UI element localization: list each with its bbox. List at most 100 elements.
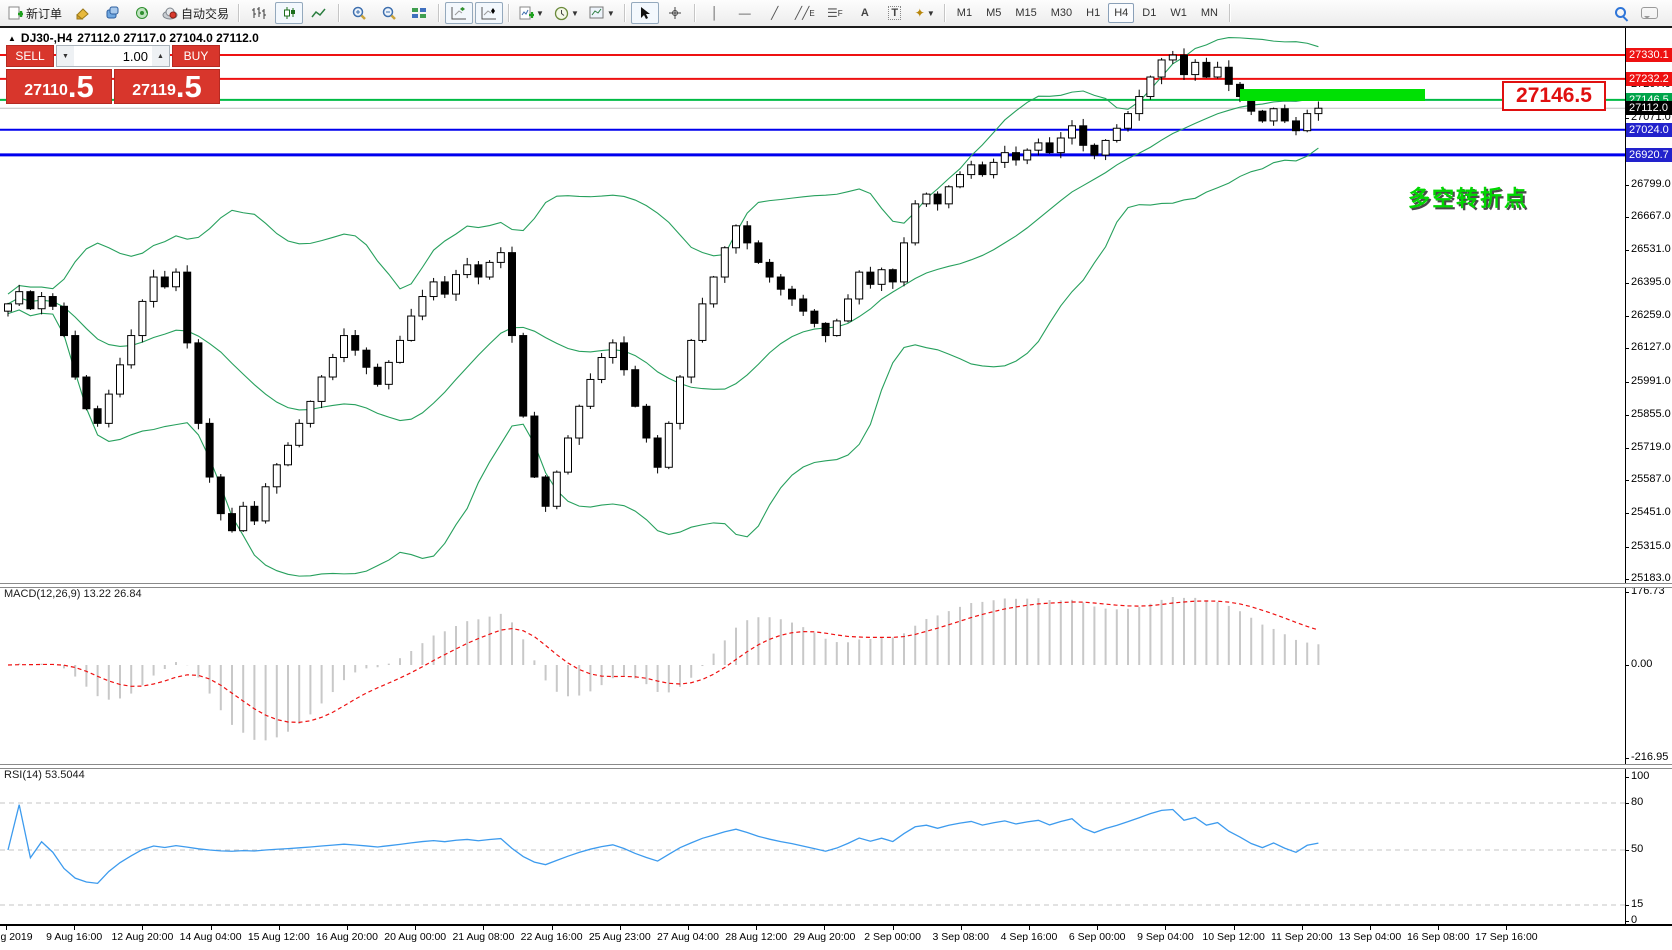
axis-tick-label: 26127.0 [1631, 341, 1671, 354]
time-tick [1506, 926, 1508, 930]
fibonacci-tool-button[interactable]: ☰ F [826, 6, 843, 20]
tile-windows-button[interactable] [405, 2, 433, 24]
trendline-tool-button[interactable]: ╱ [761, 2, 789, 24]
candlestick-mode-button[interactable] [275, 2, 304, 24]
periods-button[interactable]: ▼ [550, 2, 583, 24]
indicators-icon [519, 6, 535, 21]
price-badge: 27330.1 [1626, 48, 1672, 63]
volume-decrease-button[interactable]: ▼ [57, 46, 74, 66]
time-tick [892, 926, 894, 930]
support-zone-rectangle[interactable] [1240, 89, 1425, 101]
trendline-icon: ╱ [771, 6, 779, 20]
collapse-panel-icon[interactable]: ▲ [8, 33, 16, 43]
axis-tick-label: 25451.0 [1631, 506, 1671, 519]
axis-tick [1625, 905, 1629, 906]
time-tick [1233, 926, 1235, 930]
autotrading-button[interactable]: 自动交易 [158, 2, 233, 24]
chat-icon[interactable] [1641, 7, 1658, 19]
axis-tick-label: 25719.0 [1631, 441, 1671, 453]
timeframe-mn-button[interactable]: MN [1200, 7, 1218, 19]
line-chart-mode-button[interactable] [305, 2, 333, 24]
eraser-button[interactable] [68, 2, 96, 24]
arrows-tool-button[interactable]: ✦ ▼ [911, 2, 939, 24]
price-callout-box[interactable]: 27146.5 [1502, 81, 1606, 111]
time-tick-label: 3 Sep 08:00 [932, 931, 990, 943]
timeframe-m30-button[interactable]: M30 [1050, 7, 1073, 19]
time-tick-label: 4 Sep 16:00 [1000, 931, 1058, 943]
time-tick [551, 926, 553, 930]
cursor-tool-button[interactable] [630, 2, 659, 24]
time-tick [1097, 926, 1099, 930]
axis-tick [1625, 316, 1629, 318]
new-order-button[interactable]: 新订单 [4, 2, 66, 24]
rsi-indicator-label: RSI(14) 53.5044 [4, 769, 85, 781]
time-tick-label: 27 Aug 04:00 [657, 931, 719, 943]
dropdown-caret-icon: ▼ [926, 8, 935, 18]
axis-tick-label: 26531.0 [1631, 242, 1671, 255]
timeframe-m1-button[interactable]: M1 [956, 7, 973, 19]
rsi-pane-separator[interactable] [0, 764, 1672, 769]
new-order-label: 新订单 [26, 6, 63, 21]
time-tick [1165, 926, 1167, 930]
time-tick [1029, 926, 1030, 930]
vertical-line-icon: │ [711, 6, 719, 20]
time-tick-label: 29 Aug 20:00 [793, 931, 856, 943]
timeframe-m15-button[interactable]: M15 [1015, 7, 1037, 19]
price-badge: 27112.0 [1626, 101, 1672, 116]
vertical-line-tool-button[interactable]: │ [701, 2, 729, 24]
text-tool-button[interactable]: A [851, 2, 879, 24]
new-order-icon [8, 6, 23, 21]
zoom-out-button[interactable] [375, 2, 403, 24]
timeframe-h1-button[interactable]: H1 [1086, 7, 1101, 19]
time-tick [483, 926, 485, 930]
search-icon[interactable] [1614, 6, 1629, 21]
chart-shift-icon [481, 6, 497, 20]
time-tick [688, 926, 689, 930]
dropdown-caret-icon: ▼ [606, 8, 615, 18]
time-tick [1370, 926, 1371, 930]
timeframe-m5-button[interactable]: M5 [986, 7, 1002, 19]
sell-button[interactable]: SELL [6, 45, 54, 67]
time-tick [347, 926, 348, 930]
axis-tick [1625, 578, 1629, 580]
line-chart-icon [311, 6, 327, 20]
bar-chart-mode-button[interactable] [245, 2, 273, 24]
turning-point-annotation[interactable]: 多空转折点 [1408, 186, 1529, 211]
timeframe-d1-button[interactable]: D1 [1142, 7, 1157, 19]
time-tick [278, 926, 280, 930]
autotrading-label: 自动交易 [181, 6, 230, 21]
timeframe-h4-button[interactable]: H4 [1108, 3, 1135, 23]
macd-indicator-label: MACD(12,26,9) 13.22 26.84 [4, 588, 142, 600]
channel-tool-button[interactable]: ╱╱ E [794, 6, 815, 20]
templates-button[interactable]: ▼ [585, 2, 619, 24]
time-tick-label: 6 Sep 00:00 [1068, 931, 1126, 943]
axis-tick-label: 25315.0 [1631, 539, 1671, 552]
main-toolbar: 新订单 自动交易 [0, 0, 1672, 26]
crosshair-tool-button[interactable] [661, 2, 689, 24]
macd-pane-separator[interactable] [0, 583, 1672, 588]
sell-price-button[interactable]: 27110 .5 [6, 69, 112, 104]
eraser-icon [74, 6, 90, 20]
timeframe-w1-button[interactable]: W1 [1170, 7, 1187, 19]
axis-tick [1625, 249, 1629, 251]
axis-tick-label: 26667.0 [1631, 209, 1671, 222]
horizontal-line-tool-button[interactable]: — [731, 2, 759, 24]
chart-shift-button[interactable] [475, 2, 504, 24]
text-label-icon: T [888, 6, 902, 20]
market-watch-button[interactable] [98, 2, 126, 24]
zoom-in-button[interactable] [345, 2, 373, 24]
volume-input[interactable] [74, 46, 152, 66]
axis-tick [1625, 381, 1629, 383]
toolbar-separator [623, 4, 626, 22]
axis-tick [1625, 592, 1629, 593]
text-label-tool-button[interactable]: T [881, 2, 909, 24]
auto-scroll-button[interactable] [445, 2, 474, 24]
signal-button[interactable] [128, 2, 156, 24]
axis-tick [1625, 777, 1629, 778]
volume-increase-button[interactable]: ▲ [152, 46, 169, 66]
buy-price-button[interactable]: 27119 .5 [114, 69, 220, 104]
indicators-button[interactable]: ▼ [515, 2, 548, 24]
ohlc-values: 27112.0 27117.0 27104.0 27112.0 [77, 31, 259, 45]
buy-button[interactable]: BUY [172, 45, 220, 67]
